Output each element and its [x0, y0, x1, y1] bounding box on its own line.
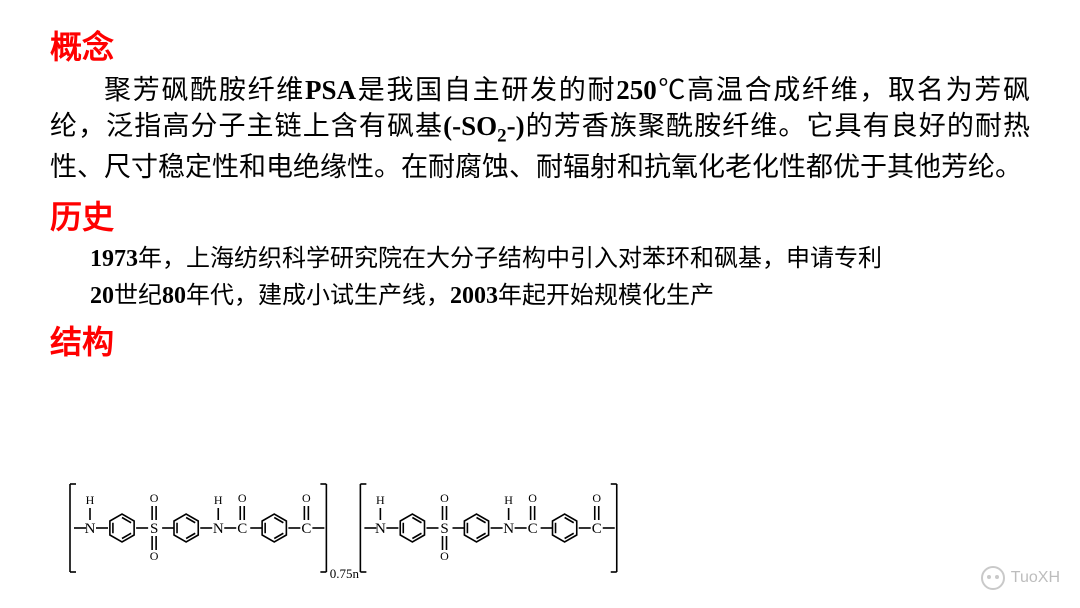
svg-text:C: C	[528, 521, 538, 537]
svg-text:N: N	[503, 521, 514, 537]
chemical-structure: NHSOONHCOCO0.75nNHSOONHCOCO	[50, 458, 1030, 578]
svg-text:C: C	[592, 521, 602, 537]
wechat-icon	[981, 566, 1005, 590]
svg-text:O: O	[440, 549, 449, 563]
svg-text:H: H	[376, 493, 385, 507]
svg-text:S: S	[440, 521, 448, 537]
svg-text:N: N	[375, 521, 386, 537]
svg-text:O: O	[440, 491, 449, 505]
watermark: TuoXH	[981, 566, 1060, 590]
svg-text:S: S	[150, 521, 158, 537]
svg-text:N: N	[85, 521, 96, 537]
svg-text:O: O	[150, 549, 159, 563]
svg-text:H: H	[504, 493, 513, 507]
history-line: 20世纪80年代，建成小试生产线，2003年起开始规模化生产	[90, 279, 1030, 314]
svg-text:0.75n: 0.75n	[330, 566, 360, 578]
history-block: 1973年，上海纺织科学研究院在大分子结构中引入对苯环和砜基，申请专利20世纪8…	[50, 242, 1030, 314]
svg-text:C: C	[301, 521, 311, 537]
svg-text:H: H	[214, 493, 223, 507]
svg-text:O: O	[302, 491, 311, 505]
history-line: 1973年，上海纺织科学研究院在大分子结构中引入对苯环和砜基，申请专利	[90, 242, 1030, 277]
heading-history: 历史	[50, 192, 1030, 238]
heading-structure: 结构	[50, 317, 1030, 363]
svg-text:C: C	[237, 521, 247, 537]
svg-text:O: O	[238, 491, 247, 505]
svg-text:H: H	[86, 493, 95, 507]
watermark-text: TuoXH	[1011, 569, 1060, 587]
svg-text:O: O	[150, 491, 159, 505]
heading-concept: 概念	[50, 22, 1030, 68]
svg-text:O: O	[528, 491, 537, 505]
svg-text:N: N	[213, 521, 224, 537]
concept-paragraph: 聚芳砜酰胺纤维PSA是我国自主研发的耐250℃高温合成纤维，取名为芳砜纶，泛指高…	[50, 72, 1030, 186]
svg-text:O: O	[592, 491, 601, 505]
